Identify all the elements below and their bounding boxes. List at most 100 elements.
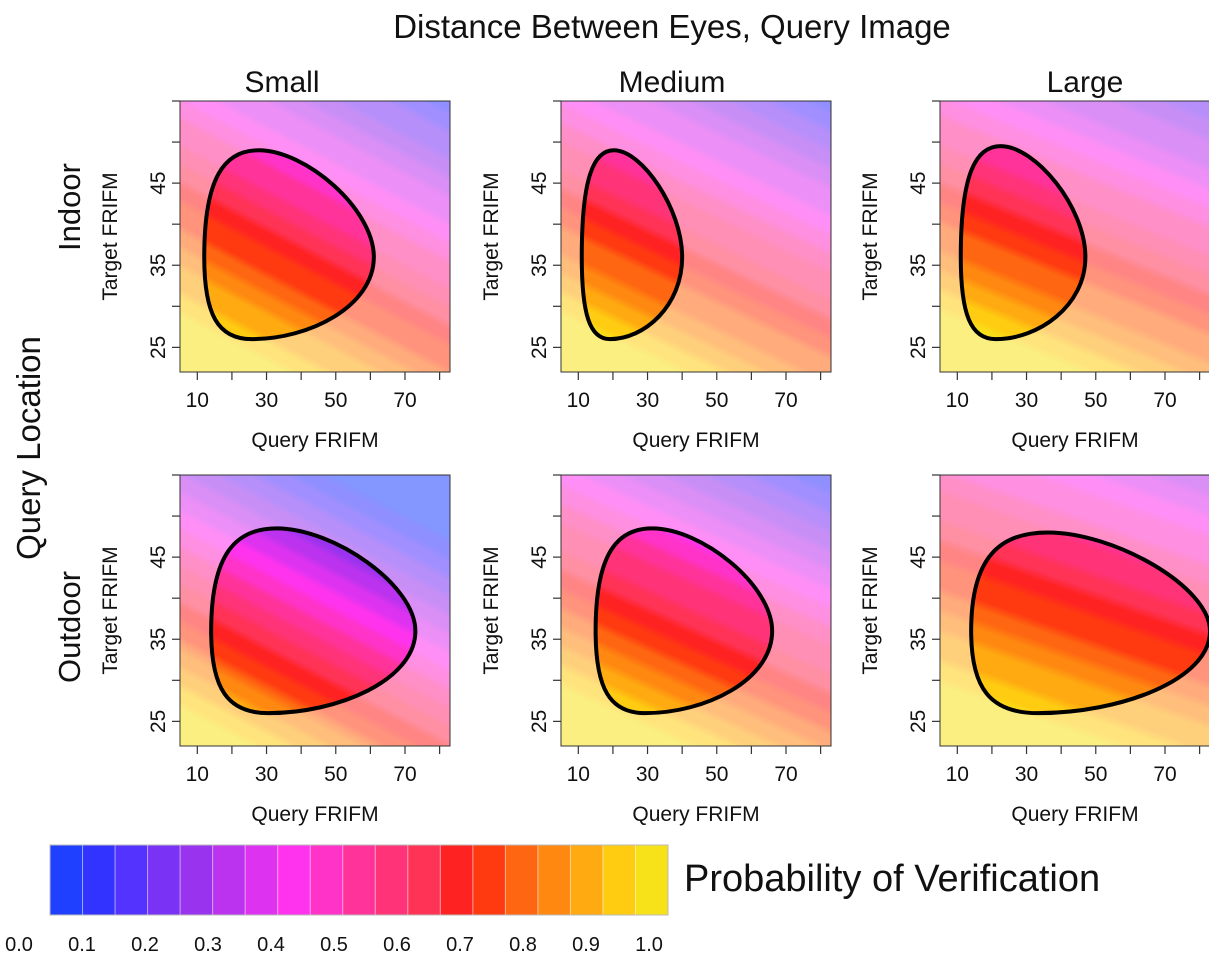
x-tick-label: 50 [1084,389,1107,412]
legend-swatch [440,845,474,915]
plot-frame [939,474,1209,747]
y-axis-label: Target FRIFM [480,172,503,300]
legend-tick-label: 0.8 [509,934,537,956]
legend-swatch [635,845,669,915]
legend-swatch [115,845,149,915]
panel-outdoor-medium: 10 30 50 70 25 35 45 Query FRIFM Target FRIFM [480,474,832,826]
y-tick-label: 45 [907,545,930,568]
panel-grid: 10 30 50 70 25 35 45 Query FRIFM Target FRIFM 10 3… [99,100,1209,826]
x-tick-label: 50 [705,763,728,786]
legend-swatch [310,845,344,915]
legend-tick-label: 1.0 [635,934,663,956]
panel-indoor-large: 10 30 50 70 25 35 45 Query FRIFM Target FRIFM [859,100,1209,452]
legend-label: Probability of Verification [684,858,1101,900]
x-tick-label: 70 [1153,389,1176,412]
y-tick-label: 25 [528,336,551,359]
legend-swatch [212,845,246,915]
x-tick-label: 70 [393,389,416,412]
legend-swatch [180,845,214,915]
y-tick-label: 45 [528,545,551,568]
legend-swatch [472,845,506,915]
plot-frame [179,100,451,373]
legend-swatch [50,845,84,915]
y-axis-label: Target FRIFM [99,546,122,674]
column-label-medium: Medium [619,66,726,99]
plot-frame [939,100,1209,373]
legend-swatch [342,845,376,915]
plot-frame [179,474,451,747]
x-axis-label: Query FRIFM [251,803,378,826]
legend-swatch [375,845,409,915]
x-tick-label: 10 [186,763,209,786]
x-tick-label: 70 [393,763,416,786]
legend-tick-label: 0.7 [446,934,474,956]
legend-frame [49,844,669,916]
panel-indoor-small: 10 30 50 70 25 35 45 Query FRIFM Target FRIFM [99,100,451,452]
x-axis-label: Query FRIFM [1011,803,1138,826]
legend-swatch [82,845,116,915]
y-tick-label: 45 [528,171,551,194]
y-tick-label: 25 [907,336,930,359]
plot-frame [560,100,832,373]
y-axis-label: Target FRIFM [480,546,503,674]
x-tick-label: 10 [567,763,590,786]
y-tick-label: 45 [147,171,170,194]
y-tick-label: 35 [528,254,551,277]
y-tick-label: 25 [147,710,170,733]
legend-swatch [537,845,571,915]
x-tick-label: 70 [1153,763,1176,786]
y-tick-label: 35 [907,254,930,277]
row-group-label: Query Location [10,336,47,560]
y-axis-label: Target FRIFM [99,172,122,300]
legend-swatch [570,845,604,915]
x-axis-label: Query FRIFM [251,429,378,452]
legend-swatch [407,845,441,915]
legend-tick-label: 0.1 [68,934,96,956]
figure-title: Distance Between Eyes, Query Image [393,8,951,45]
credible-region [593,526,775,716]
row-label-outdoor: Outdoor [52,571,87,683]
credible-region [579,148,685,342]
y-tick-label: 25 [528,710,551,733]
x-tick-label: 10 [946,763,969,786]
legend-tick-label: 0.5 [320,934,348,956]
legend-tick-label: 0.0 [5,934,33,956]
y-axis-label: Target FRIFM [859,546,882,674]
x-tick-label: 10 [946,389,969,412]
x-tick-label: 30 [1015,389,1038,412]
x-axis-label: Query FRIFM [1011,429,1138,452]
x-tick-label: 50 [324,763,347,786]
x-tick-label: 50 [1084,763,1107,786]
x-tick-label: 70 [774,763,797,786]
legend-tick-label: 0.9 [572,934,600,956]
y-axis-label: Target FRIFM [859,172,882,300]
legend-swatch [245,845,279,915]
legend-tick-label: 0.2 [131,934,159,956]
legend-swatch [147,845,181,915]
y-tick-label: 25 [907,710,930,733]
x-tick-label: 30 [636,763,659,786]
x-tick-label: 30 [1015,763,1038,786]
x-tick-label: 30 [255,763,278,786]
legend-swatch [277,845,311,915]
x-tick-label: 10 [186,389,209,412]
y-tick-label: 35 [147,254,170,277]
plot-frame [560,474,832,747]
panel-outdoor-small: 10 30 50 70 25 35 45 Query FRIFM Target FRIFM [99,474,451,826]
color-legend: 0.0 0.1 0.2 0.3 0.4 0.5 0.6 0.7 0.8 0.9 1.0 [5,844,669,956]
legend-swatch [602,845,636,915]
y-tick-label: 35 [907,628,930,651]
y-tick-label: 25 [147,336,170,359]
x-tick-label: 50 [324,389,347,412]
legend-tick-label: 0.4 [257,934,285,956]
legend-tick-label: 0.3 [194,934,222,956]
panel-outdoor-large: 10 30 50 70 25 35 45 Query FRIFM Target FRIFM [859,474,1209,826]
y-tick-label: 45 [147,545,170,568]
y-tick-label: 35 [528,628,551,651]
credible-region [958,144,1088,342]
x-axis-label: Query FRIFM [632,429,759,452]
y-tick-label: 35 [147,628,170,651]
x-tick-label: 70 [774,389,797,412]
x-axis-label: Query FRIFM [632,803,759,826]
